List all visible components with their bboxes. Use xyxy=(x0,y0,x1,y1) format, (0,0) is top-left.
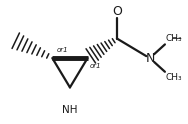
Text: O: O xyxy=(112,5,122,18)
Text: NH: NH xyxy=(62,105,78,115)
Text: N: N xyxy=(146,52,155,65)
Text: or1: or1 xyxy=(56,47,68,53)
Text: —: — xyxy=(172,33,182,44)
Text: or1: or1 xyxy=(89,63,101,69)
Text: CH₃: CH₃ xyxy=(166,34,183,43)
Text: CH₃: CH₃ xyxy=(166,73,183,82)
